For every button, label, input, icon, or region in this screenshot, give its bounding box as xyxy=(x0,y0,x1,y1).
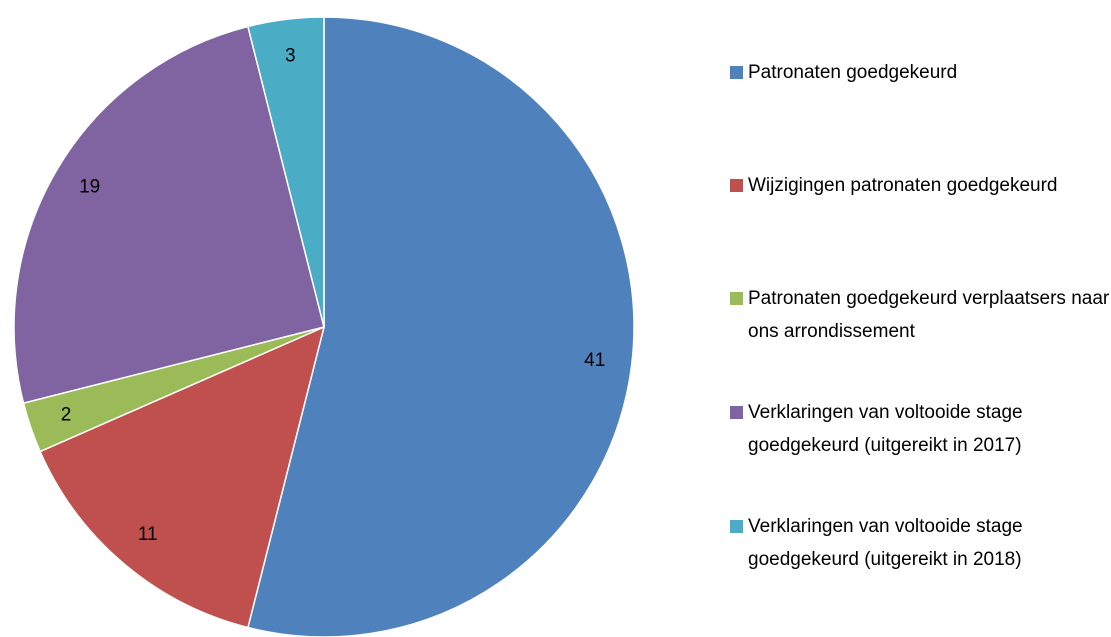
legend-item: Verklaringen van voltooide stage goedgek… xyxy=(730,510,1110,576)
data-label: 19 xyxy=(79,176,100,197)
legend-swatch xyxy=(730,520,743,533)
data-label: 3 xyxy=(285,45,296,66)
legend-swatch xyxy=(730,292,743,305)
legend-item: Verklaringen van voltooide stage goedgek… xyxy=(730,396,1110,462)
legend-label: Patronaten goedgekeurd verplaatsers naar… xyxy=(748,288,1110,342)
data-label: 11 xyxy=(138,524,158,545)
data-label: 2 xyxy=(61,405,72,426)
pie-slice xyxy=(13,25,325,405)
legend-label: Patronaten goedgekeurd xyxy=(748,62,958,83)
data-label: 41 xyxy=(584,350,605,371)
legend-swatch xyxy=(730,179,743,192)
pie-slice xyxy=(246,16,325,328)
legend-item: Patronaten goedgekeurd xyxy=(730,56,1110,89)
pie-slice xyxy=(39,325,326,629)
legend-label: Verklaringen van voltooide stage goedgek… xyxy=(748,516,1023,570)
legend-swatch xyxy=(730,66,743,79)
legend-label: Wijzigingen patronaten goedgekeurd xyxy=(748,175,1058,196)
pie-slice xyxy=(246,16,635,637)
legend-swatch xyxy=(730,406,743,419)
legend-item: Patronaten goedgekeurd verplaatsers naar… xyxy=(730,282,1110,348)
legend-item: Wijzigingen patronaten goedgekeurd xyxy=(730,169,1110,202)
legend-label: Verklaringen van voltooide stage goedgek… xyxy=(748,402,1023,456)
